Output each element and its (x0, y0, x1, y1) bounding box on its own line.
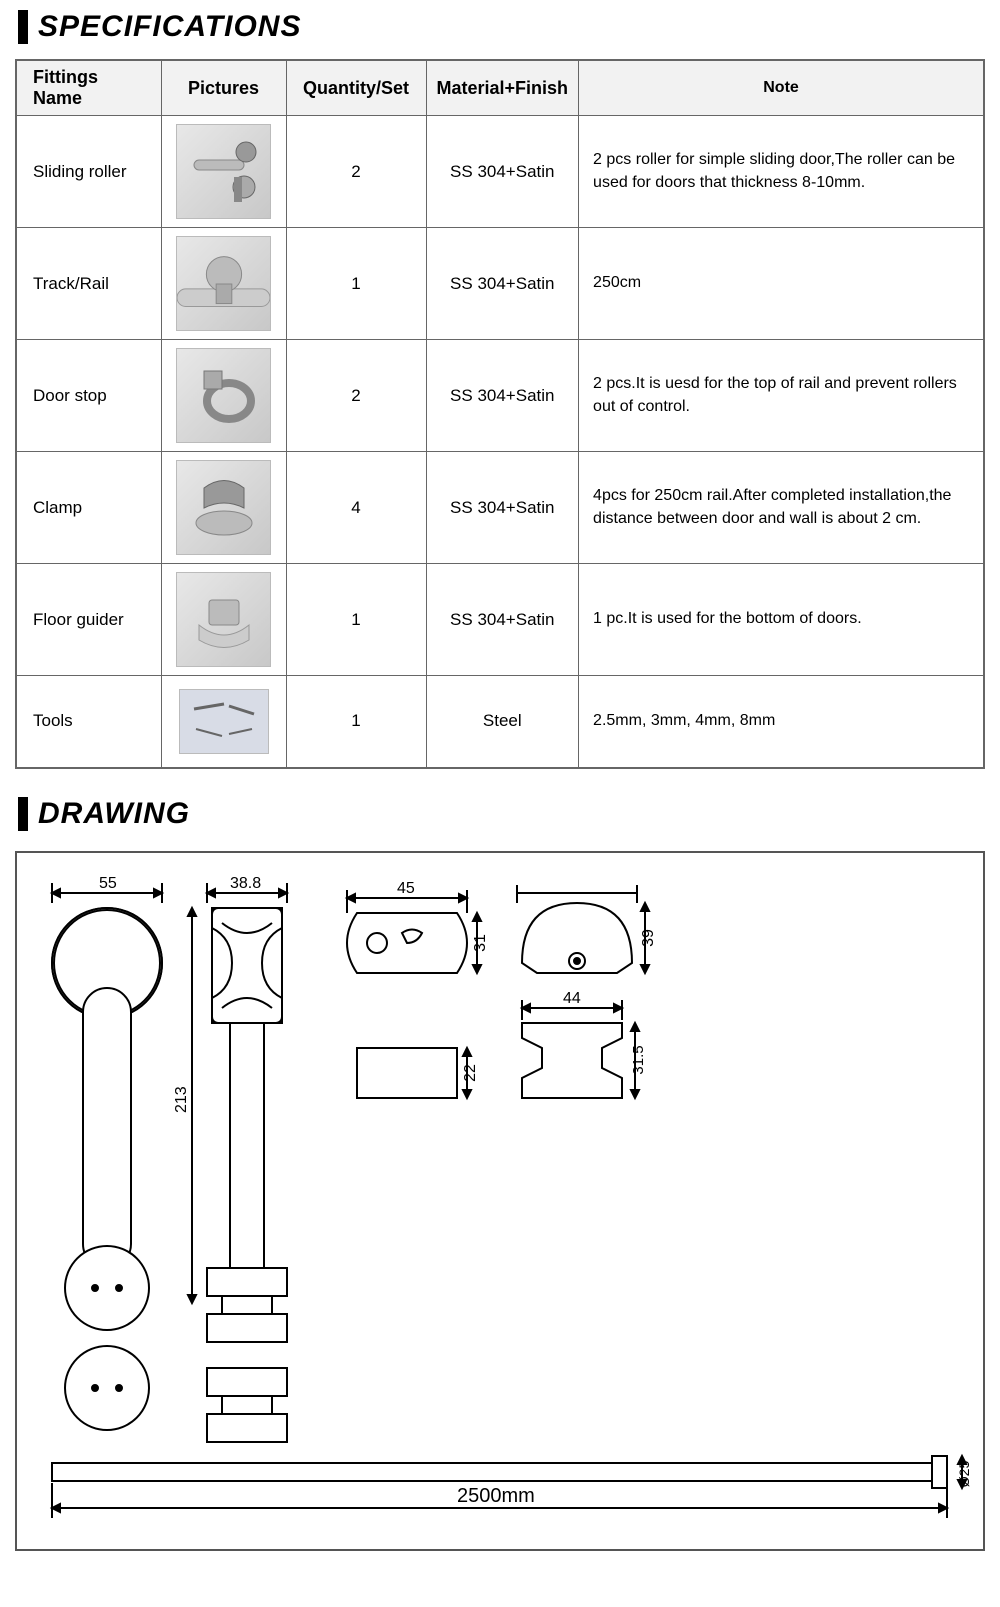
spec-title: SPECIFICATIONS (38, 10, 301, 44)
th-note: Note (579, 60, 984, 116)
table-row: Floor guider 1 SS 304+Satin 1 pc.It is u… (16, 564, 984, 676)
table-row: Track/Rail 1 SS 304+Satin 250cm (16, 228, 984, 340)
tools-icon (179, 689, 269, 754)
cell-qty: 1 (286, 228, 426, 340)
specifications-table: Fittings Name Pictures Quantity/Set Mate… (15, 59, 985, 769)
th-material: Material+Finish (426, 60, 579, 116)
cell-qty: 1 (286, 676, 426, 768)
cell-picture (161, 452, 286, 564)
th-quantity: Quantity/Set (286, 60, 426, 116)
cell-name: Clamp (16, 452, 161, 564)
cell-material: Steel (426, 676, 579, 768)
cell-material: SS 304+Satin (426, 564, 579, 676)
cell-name: Sliding roller (16, 116, 161, 228)
cell-qty: 4 (286, 452, 426, 564)
dim-roller-width: 55 (99, 875, 117, 892)
dim-guider-h: 31.5 (630, 1045, 647, 1074)
drawing-header: DRAWING (0, 787, 1000, 841)
dim-rail-length: 2500mm (457, 1485, 535, 1507)
clamp-icon (176, 460, 271, 555)
dim-rail-h: 22 (462, 1064, 479, 1082)
sliding-roller-icon (176, 124, 271, 219)
dim-stop-height: 31 (472, 934, 489, 952)
dim-roller-side: 38.8 (230, 875, 261, 892)
technical-drawing: 55 38.8 (15, 851, 985, 1551)
floor-guider-icon (176, 572, 271, 667)
cell-note: 250cm (579, 228, 984, 340)
drawing-title: DRAWING (38, 797, 190, 831)
header-accent-bar (18, 10, 28, 44)
cell-picture (161, 564, 286, 676)
cell-picture (161, 116, 286, 228)
cell-note: 2 pcs.It is uesd for the top of rail and… (579, 340, 984, 452)
cell-picture (161, 676, 286, 768)
header-accent-bar (18, 797, 28, 831)
cell-material: SS 304+Satin (426, 228, 579, 340)
cell-name: Floor guider (16, 564, 161, 676)
table-row: Sliding roller 2 SS 304+Satin 2 pcs roll… (16, 116, 984, 228)
dim-roller-height: 213 (173, 1086, 190, 1113)
dim-stop-width: 45 (397, 880, 415, 897)
cell-note: 1 pc.It is used for the bottom of doors. (579, 564, 984, 676)
cell-name: Door stop (16, 340, 161, 452)
cell-qty: 1 (286, 564, 426, 676)
dim-clamp-top: 39 (640, 929, 657, 947)
cell-picture (161, 340, 286, 452)
dim-guider-w: 44 (563, 990, 581, 1007)
drawing-svg: 55 38.8 (27, 868, 972, 1538)
table-header-row: Fittings Name Pictures Quantity/Set Mate… (16, 60, 984, 116)
table-row: Clamp 4 SS 304+Satin 4pcs for 250cm rail… (16, 452, 984, 564)
cell-material: SS 304+Satin (426, 116, 579, 228)
table-row: Door stop 2 SS 304+Satin 2 pcs.It is ues… (16, 340, 984, 452)
th-name: Fittings Name (16, 60, 161, 116)
cell-name: Tools (16, 676, 161, 768)
cell-material: SS 304+Satin (426, 452, 579, 564)
cell-note: 2 pcs roller for simple sliding door,The… (579, 116, 984, 228)
track-rail-icon (176, 236, 271, 331)
cell-picture (161, 228, 286, 340)
th-pictures: Pictures (161, 60, 286, 116)
cell-qty: 2 (286, 116, 426, 228)
cell-note: 2.5mm, 3mm, 4mm, 8mm (579, 676, 984, 768)
cell-material: SS 304+Satin (426, 340, 579, 452)
dim-rail-dia: Ø25 (956, 1460, 972, 1487)
table-row: Tools 1 Steel 2.5mm, 3mm, 4mm, 8mm (16, 676, 984, 768)
door-stop-icon (176, 348, 271, 443)
spec-header: SPECIFICATIONS (0, 0, 1000, 54)
cell-name: Track/Rail (16, 228, 161, 340)
cell-qty: 2 (286, 340, 426, 452)
cell-note: 4pcs for 250cm rail.After completed inst… (579, 452, 984, 564)
